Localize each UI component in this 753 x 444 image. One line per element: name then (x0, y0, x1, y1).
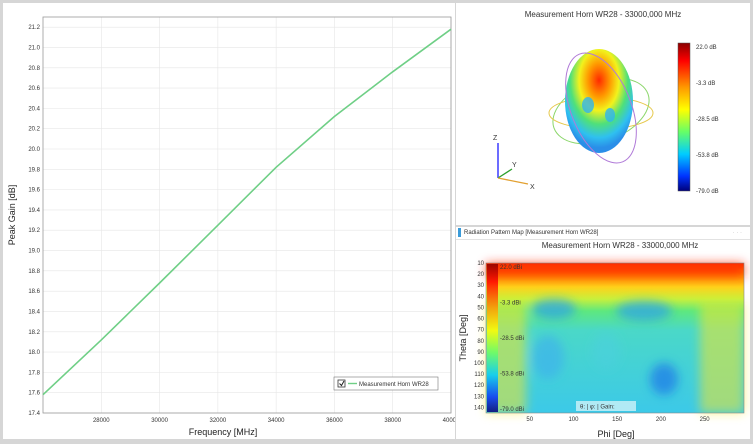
gain-grid (43, 17, 452, 414)
pattern-3d-colorbar-label: -3.3 dB (696, 81, 715, 87)
gain-y-tick-label: 17.4 (28, 411, 40, 417)
gain-x-tick-label: 28000 (93, 418, 110, 424)
gain-x-tick-label: 34000 (268, 418, 285, 424)
map-y-tick-label: 50 (477, 305, 484, 311)
legend-series-label: Measurement Horn WR28 (359, 382, 429, 388)
gain-y-tick-label: 19.4 (28, 208, 40, 214)
gain-series-line (42, 28, 452, 396)
map-colorbar-label: 22.0 dBi (500, 265, 522, 271)
gain-y-axis-label: Peak Gain [dB] (7, 185, 17, 246)
heatmap-field (486, 263, 744, 413)
gain-y-tick-label: 20.2 (28, 127, 40, 133)
legend-checkbox[interactable] (337, 379, 346, 388)
map-colorbar-label: -53.8 dBi (500, 372, 524, 378)
map-y-tick-label: 130 (474, 394, 485, 400)
pattern-map-readout: θ: | φ: | Gain: (580, 405, 615, 411)
map-x-tick-label: 200 (656, 417, 667, 423)
pattern-3d-title: Measurement Horn WR28 - 33000,000 MHz (525, 10, 682, 19)
map-y-tick-label: 120 (474, 383, 485, 389)
gain-x-axis-label: Frequency [MHz] (189, 427, 258, 437)
map-x-tick-label: 150 (612, 417, 623, 423)
peak-gain-chart: 17.4 17.6 17.8 18.0 18.2 18.4 18.6 18.8 19.0 19.2… (7, 16, 460, 437)
gain-x-tick-label: 30000 (151, 418, 168, 424)
map-y-tick-label: 70 (477, 328, 484, 334)
map-colorbar-label: -79.0 dBi (500, 407, 524, 413)
axis-x-label: X (530, 184, 535, 191)
gain-y-tick-label: 20.4 (28, 106, 40, 112)
gain-y-tick-label: 19.8 (28, 167, 40, 173)
gain-x-tick-label: 40000 (443, 418, 455, 424)
pattern-3d-view[interactable]: Measurement Horn WR28 - 33000,000 MHz Z … (456, 3, 750, 225)
tab-accent (458, 227, 461, 237)
readout-box (576, 401, 636, 411)
map-y-axis-label: Theta [Deg] (458, 314, 468, 361)
gain-y-tick-label: 20.6 (28, 86, 40, 92)
pattern-3d-colorbar-label: -79.0 dB (696, 189, 719, 195)
gain-x-tick-label: 38000 (384, 418, 401, 424)
pattern-3d-colorbar-label: 22.0 dB (696, 45, 717, 51)
map-y-tick-label: 80 (477, 339, 484, 345)
axes-triad: Z Y X (493, 135, 535, 191)
gain-y-tick-label: 18.8 (28, 269, 40, 275)
pattern-map-tab[interactable]: Radiation Pattern Map [Measurement Horn … (456, 227, 750, 240)
gain-y-tick-label: 19.0 (28, 249, 40, 255)
gain-y-tick-label: 19.2 (28, 228, 40, 234)
map-y-tick-label: 40 (477, 294, 484, 300)
map-colorbar-label: -3.3 dBi (500, 301, 521, 307)
axis-y-label: Y (512, 162, 517, 169)
gain-y-tick-label: 18.2 (28, 330, 40, 336)
map-y-tick-label: 110 (474, 372, 484, 378)
map-x-axis-label: Phi [Deg] (597, 429, 634, 439)
axis-z-label: Z (493, 135, 498, 142)
gain-x-tick-label: 32000 (210, 418, 227, 424)
map-plot-frame (485, 262, 745, 414)
gain-y-tick-label: 21.0 (28, 45, 40, 51)
map-x-tick-label: 250 (700, 417, 711, 423)
radiation-lobe-3d (548, 49, 654, 164)
pattern-map-tab-label: Radiation Pattern Map [Measurement Horn … (464, 230, 599, 236)
gain-y-tick-label: 18.6 (28, 289, 40, 295)
gain-y-tick-label: 20.8 (28, 66, 40, 72)
gain-legend: Measurement Horn WR28 (333, 376, 439, 391)
pattern-3d-colorbar (677, 42, 691, 192)
peak-gain-chart-panel: 17.4 17.6 17.8 18.0 18.2 18.4 18.6 18.8 19.0 19.2… (3, 3, 460, 439)
pattern-3d-panel: Measurement Horn WR28 - 33000,000 MHz Z … (456, 3, 750, 225)
map-colorbar-label: -28.5 dBi (500, 336, 524, 342)
pattern-map-chart: Measurement Horn WR28 - 33000,000 MHz 22… (458, 241, 745, 439)
gain-y-tick-label: 18.0 (28, 350, 40, 356)
map-y-tick-label: 20 (477, 272, 484, 278)
map-y-tick-label: 10 (477, 261, 484, 267)
gain-x-tick-label: 36000 (326, 418, 343, 424)
gain-y-tick-label: 17.6 (28, 391, 40, 397)
map-y-tick-label: 30 (477, 283, 484, 289)
gain-y-tick-label: 19.6 (28, 188, 40, 194)
pattern-3d-colorbar-label: -28.5 dB (696, 117, 719, 123)
gain-y-tick-label: 20.0 (28, 147, 40, 153)
gain-y-tick-label: 17.8 (28, 370, 40, 376)
map-y-tick-label: 140 (474, 405, 485, 411)
gain-y-tick-label: 21.2 (28, 25, 40, 31)
tab-menu-icon[interactable]: · · · (732, 230, 742, 236)
map-x-tick-label: 50 (526, 417, 533, 423)
check-icon (339, 380, 345, 387)
map-y-tick-label: 60 (477, 317, 484, 323)
map-y-tick-label: 100 (474, 361, 485, 367)
pattern-map-colorbar (487, 264, 498, 412)
map-x-tick-label: 100 (568, 417, 579, 423)
gain-plot-frame (42, 16, 452, 414)
gain-y-tick-label: 18.4 (28, 309, 40, 315)
pattern-map-panel: Radiation Pattern Map [Measurement Horn … (456, 227, 750, 439)
pattern-map-title: Measurement Horn WR28 - 33000,000 MHz (542, 241, 699, 250)
map-y-tick-label: 90 (477, 350, 484, 356)
pattern-3d-colorbar-label: -53.8 dB (696, 153, 719, 159)
